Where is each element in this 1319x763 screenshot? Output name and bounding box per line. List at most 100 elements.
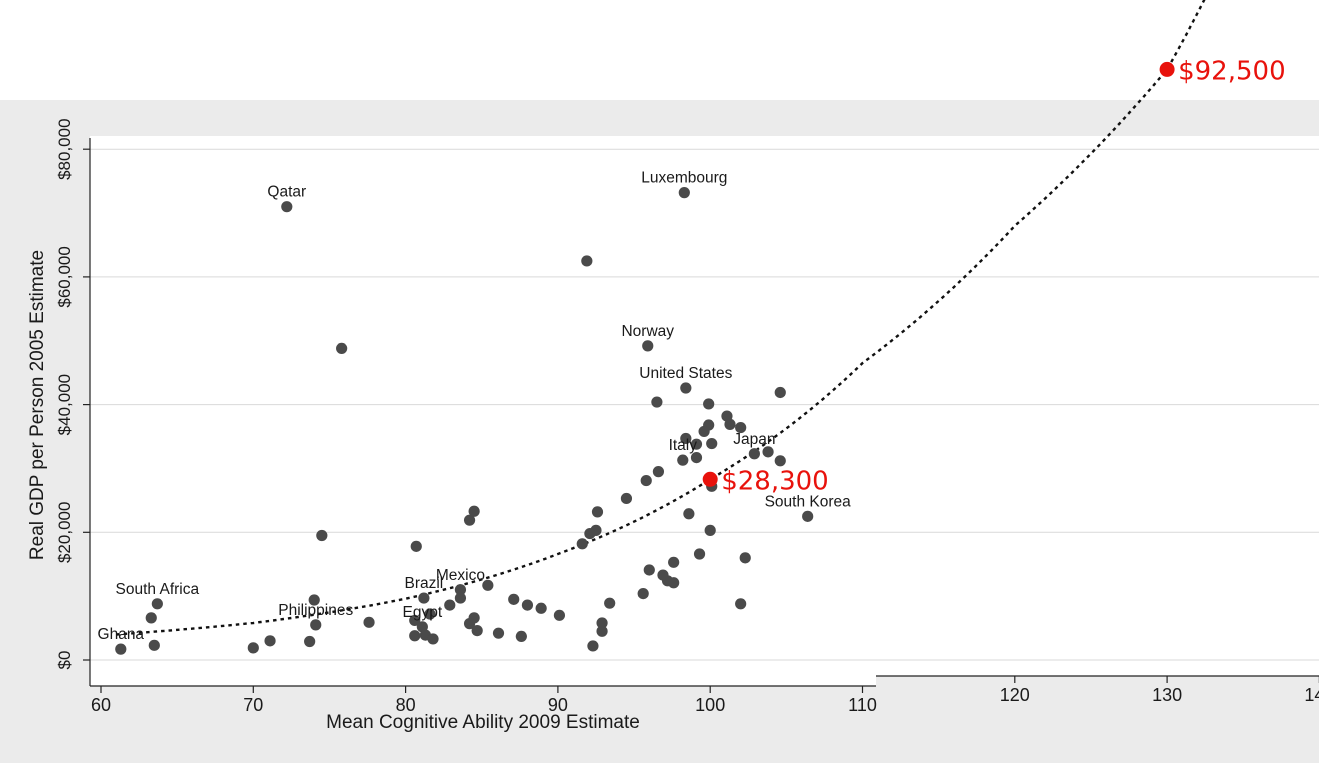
data-point-73 — [427, 633, 439, 645]
x-tick-label-8: 140 — [1304, 685, 1319, 705]
data-point-67 — [471, 625, 483, 637]
data-point-1 — [678, 187, 690, 199]
data-point-26 — [802, 510, 814, 522]
data-point-78 — [247, 642, 259, 654]
data-point-17 — [762, 446, 774, 458]
data-point-48 — [454, 592, 467, 604]
data-point-69 — [492, 627, 505, 639]
data-point-56 — [535, 602, 547, 614]
data-point-18 — [748, 448, 760, 460]
highlight-point-1 — [1159, 61, 1175, 77]
data-point-20 — [677, 454, 689, 466]
x-tick-label-3: 90 — [548, 695, 568, 715]
data-point-34 — [316, 529, 328, 542]
y-tick-labels: $0 $20,000 $40,000 $60,000 $80,000 — [55, 118, 90, 669]
data-point-0 — [281, 201, 293, 213]
data-point-19 — [690, 451, 703, 464]
x-tick-label-0: 60 — [91, 695, 111, 715]
point-label-20: Italy — [669, 437, 698, 454]
point-label-66: Egypt — [403, 604, 443, 621]
data-point-35 — [576, 538, 588, 550]
point-label-26: South Korea — [765, 493, 852, 510]
data-point-16 — [706, 437, 718, 450]
data-point-44 — [482, 579, 494, 591]
point-label-5: United States — [639, 365, 732, 382]
y-axis-title: Real GDP per Person 2005 Estimate — [27, 250, 48, 560]
data-points — [115, 187, 814, 655]
data-point-58 — [553, 609, 566, 621]
data-point-75 — [304, 635, 316, 648]
data-point-47 — [418, 592, 430, 604]
data-point-54 — [521, 599, 534, 611]
data-point-37 — [693, 548, 706, 560]
data-point-33 — [584, 527, 596, 540]
data-point-52 — [151, 598, 163, 610]
x-tick-label-5: 110 — [848, 695, 877, 715]
data-point-43 — [668, 577, 680, 589]
point-label-0: Qatar — [267, 184, 306, 201]
plot-area-lower — [90, 676, 876, 686]
y-tick-label-4: $80,000 — [55, 118, 74, 179]
point-label-47: Brazil — [404, 575, 443, 592]
data-point-39 — [668, 556, 680, 568]
highlight-markers: $28,300 $92,500 — [702, 56, 1286, 496]
top-blank-area — [0, 0, 1319, 100]
data-point-61 — [409, 614, 421, 627]
data-point-50 — [308, 594, 320, 606]
point-label-18: Japan — [733, 431, 775, 448]
data-point-22 — [652, 466, 665, 478]
data-point-65 — [310, 619, 322, 631]
data-point-12 — [735, 421, 747, 434]
data-point-53 — [735, 598, 747, 610]
data-point-30 — [683, 508, 695, 520]
data-point-68 — [596, 625, 608, 637]
data-point-55 — [444, 599, 456, 611]
point-label-52: South Africa — [116, 581, 200, 598]
data-point-51 — [604, 597, 616, 609]
data-point-25 — [620, 492, 633, 505]
trend-curve — [116, 0, 1206, 636]
data-point-6 — [774, 386, 786, 399]
point-label-65: Philippines — [278, 602, 353, 619]
data-point-32 — [704, 524, 716, 536]
data-point-36 — [410, 540, 422, 552]
data-point-57 — [424, 608, 436, 620]
data-point-4 — [642, 340, 654, 352]
data-point-74 — [264, 635, 276, 647]
data-point-2 — [581, 255, 593, 267]
point-label-4: Norway — [621, 323, 674, 340]
x-tick-label-1: 70 — [243, 695, 263, 715]
x-tick-label-4: 100 — [695, 695, 725, 715]
highlight-label-0: $28,300 — [721, 466, 829, 496]
data-point-3 — [336, 342, 348, 355]
data-point-79 — [115, 643, 127, 655]
data-point-28 — [468, 505, 480, 517]
data-point-23 — [640, 474, 652, 487]
data-point-13 — [698, 425, 710, 438]
x-tick-label-7: 130 — [1152, 685, 1182, 705]
data-point-27 — [591, 506, 604, 518]
data-point-7 — [651, 396, 663, 408]
data-point-8 — [703, 398, 715, 410]
data-point-40 — [643, 564, 655, 576]
y-tick-label-3: $60,000 — [55, 246, 74, 307]
x-axis-title: Mean Cognitive Ability 2009 Estimate — [326, 712, 640, 733]
point-label-79: Ghana — [98, 626, 145, 643]
highlight-label-1: $92,500 — [1178, 56, 1286, 86]
data-point-21 — [774, 455, 786, 467]
x-tick-labels: 60 70 80 90 100 110 120 130 140 — [91, 676, 1319, 715]
y-tick-label-1: $20,000 — [55, 502, 74, 563]
data-point-77 — [587, 640, 599, 652]
data-point-71 — [409, 630, 421, 642]
data-point-45 — [454, 584, 467, 596]
data-point-5 — [680, 382, 692, 394]
data-point-38 — [739, 552, 751, 564]
data-point-14 — [680, 432, 692, 445]
y-tick-label-2: $40,000 — [55, 374, 74, 435]
y-tick-label-0: $0 — [55, 651, 74, 670]
data-point-59 — [145, 612, 157, 624]
x-tick-label-6: 120 — [1000, 685, 1030, 705]
data-point-76 — [148, 639, 160, 651]
data-point-10 — [724, 418, 736, 430]
point-labels: Qatar Luxembourg Norway United States Japan I… — [98, 170, 852, 644]
